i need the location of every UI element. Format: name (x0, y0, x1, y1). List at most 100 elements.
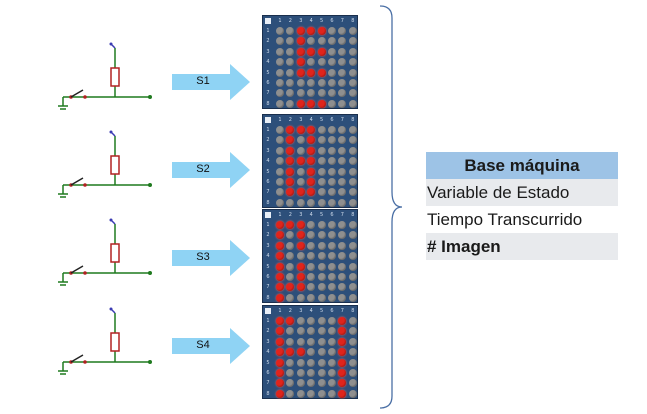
led-off (348, 389, 357, 398)
row-number: 1 (266, 28, 270, 34)
led-on (276, 369, 284, 377)
circuit-wiring (62, 313, 150, 371)
switch-icon[interactable] (69, 177, 87, 187)
led-on (307, 99, 316, 108)
led-off (328, 136, 336, 145)
led-off (317, 231, 326, 240)
led-off (317, 369, 326, 377)
led-off (328, 178, 336, 186)
led-off (328, 241, 336, 250)
column-number: 1 (278, 308, 282, 314)
led-off (338, 252, 347, 261)
node-dot (148, 360, 152, 364)
led-off (296, 89, 305, 98)
led-on (286, 157, 295, 166)
column-number: 7 (340, 212, 344, 218)
led-off (276, 37, 284, 46)
led-off (276, 188, 284, 197)
row-number: 7 (266, 284, 270, 291)
column-number: 3 (299, 18, 303, 24)
led-on (276, 231, 284, 240)
led-off (348, 89, 357, 98)
ground-icon (58, 281, 68, 286)
node-dot (148, 271, 152, 275)
resistor-icon (110, 67, 120, 87)
led-off (328, 358, 336, 367)
led-off (348, 68, 357, 77)
led-off (317, 167, 326, 176)
led-off (296, 293, 305, 302)
led-off (286, 389, 295, 398)
switch-icon[interactable] (69, 354, 87, 364)
led-off (338, 126, 347, 134)
led-off (307, 58, 316, 67)
led-off (338, 157, 347, 166)
row-number: 3 (266, 48, 270, 55)
led-off (307, 389, 316, 398)
led-off (307, 231, 316, 240)
switch-icon[interactable] (69, 89, 87, 99)
led-off (286, 37, 295, 46)
row-number: 4 (266, 158, 270, 165)
led-off (286, 252, 295, 261)
led-on (307, 136, 316, 145)
led-off (317, 188, 326, 197)
led-off (328, 37, 336, 46)
led-on (296, 157, 305, 166)
led-off (328, 221, 336, 229)
row-number: 4 (266, 253, 270, 260)
led-off (296, 379, 305, 388)
led-off (328, 58, 336, 67)
row-number: 7 (266, 380, 270, 387)
row-number: 6 (266, 179, 270, 185)
led-off (338, 47, 347, 56)
led-off (348, 379, 357, 388)
led-off (348, 178, 357, 186)
led-off (307, 337, 316, 346)
led-off (348, 327, 357, 336)
led-off (276, 58, 284, 67)
led-off (296, 317, 305, 325)
led-off (317, 283, 326, 292)
led-off (307, 37, 316, 46)
table-header: Base máquina (426, 152, 618, 179)
column-number: 5 (320, 212, 324, 218)
led-off (296, 167, 305, 176)
row-number: 7 (266, 189, 270, 196)
switch-icon[interactable] (69, 265, 87, 275)
arrow-label: S1 (196, 75, 210, 87)
column-number: 2 (288, 212, 292, 218)
led-on (296, 27, 305, 35)
led-off (307, 379, 316, 388)
led-off (328, 262, 336, 271)
column-number: 1 (278, 117, 282, 123)
led-on (296, 37, 305, 46)
led-on (276, 273, 284, 281)
column-number: 2 (288, 308, 292, 314)
column-number: 7 (340, 117, 344, 123)
led-off (276, 157, 284, 166)
led-off (338, 58, 347, 67)
led-on (307, 188, 316, 197)
led-off (317, 293, 326, 302)
led-off (348, 188, 357, 197)
circuit-wiring (62, 48, 150, 106)
led-on (317, 99, 326, 108)
led-off (286, 358, 295, 367)
row-number: 8 (266, 100, 270, 107)
row-number: 5 (266, 359, 270, 366)
ground-icon (58, 105, 68, 110)
led-on (317, 27, 326, 35)
column-number: 3 (299, 117, 303, 123)
arrow-right-icon (172, 328, 250, 364)
resistor-icon (110, 243, 120, 263)
led-on (338, 337, 347, 346)
led-off (328, 337, 336, 346)
led-on (307, 157, 316, 166)
led-off (348, 126, 357, 134)
column-number: 4 (309, 212, 313, 218)
led-off (338, 293, 347, 302)
led-on (286, 221, 295, 229)
